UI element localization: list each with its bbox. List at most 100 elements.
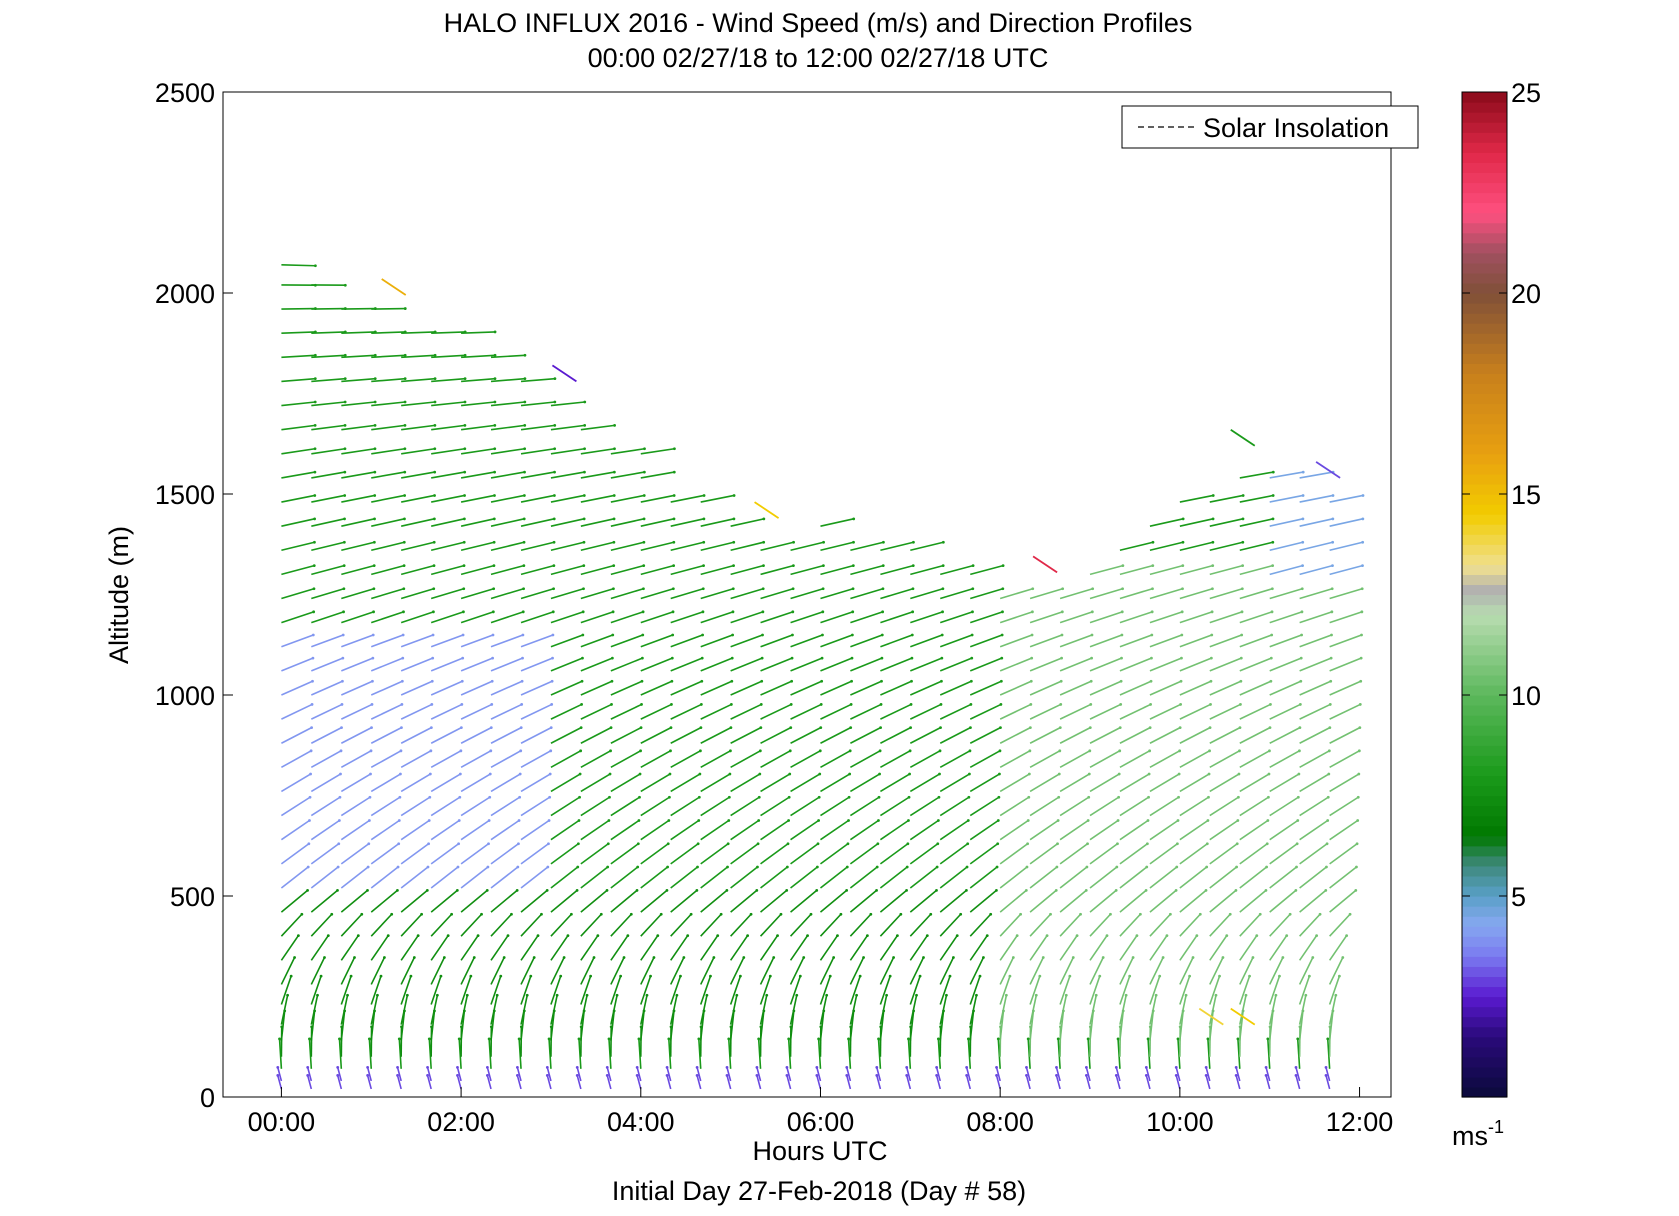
colorbar-step	[1462, 1056, 1507, 1068]
wind-vector-head	[849, 703, 853, 706]
wind-vector	[1329, 611, 1363, 624]
wind-vector	[969, 889, 997, 913]
wind-vector-head	[458, 795, 462, 799]
wind-vector-head	[1089, 703, 1093, 706]
wind-vector	[1269, 796, 1299, 817]
wind-vector	[845, 1067, 852, 1082]
wind-vector-head	[522, 517, 526, 521]
wind-vector-head	[1181, 540, 1185, 544]
wind-vector	[760, 703, 792, 720]
wind-vector-head	[642, 587, 645, 591]
wind-vector	[1239, 773, 1270, 793]
wind-vector-head	[553, 423, 557, 427]
wind-vector	[550, 866, 579, 889]
wind-vector-head	[1325, 842, 1329, 846]
wind-vector	[400, 726, 432, 744]
wind-vector-head	[312, 587, 316, 591]
colorbar-step	[1462, 976, 1507, 988]
wind-vector	[430, 819, 460, 841]
wind-vector-head	[786, 842, 790, 846]
wind-vector-head	[1348, 912, 1352, 916]
wind-vector-head	[1180, 633, 1184, 637]
wind-vector-head	[1360, 610, 1364, 614]
wind-vector	[396, 1075, 402, 1090]
wind-vector	[460, 843, 490, 865]
wind-vector-head	[338, 795, 342, 799]
wind-vector-head	[1119, 703, 1123, 706]
wind-vector-head	[822, 540, 825, 544]
wind-vector	[876, 1067, 882, 1082]
wind-vector	[1179, 773, 1210, 793]
wind-vector	[1179, 1010, 1184, 1041]
wind-vector-head	[970, 656, 974, 660]
wind-vector-head	[1114, 1074, 1118, 1077]
wind-vector	[610, 494, 645, 503]
wind-vector-head	[1295, 865, 1298, 869]
wind-vector-head	[999, 703, 1003, 706]
wind-vector	[880, 657, 913, 672]
wind-vector	[700, 541, 734, 552]
wind-vector	[849, 843, 879, 865]
wind-vector	[281, 564, 315, 576]
wind-vector	[790, 634, 823, 648]
wind-vector	[967, 1038, 972, 1069]
wind-vector-head	[952, 956, 955, 959]
wind-vector	[640, 726, 672, 744]
wind-vector	[341, 494, 375, 503]
wind-vector-head	[372, 610, 375, 614]
wind-vector-head	[427, 1037, 431, 1041]
wind-vector-head	[875, 865, 879, 869]
wind-vector	[1209, 843, 1238, 865]
wind-vector-head	[1027, 795, 1031, 799]
wind-vector	[400, 796, 431, 817]
wind-vector	[907, 1038, 912, 1069]
wind-vector-head	[1298, 726, 1302, 730]
wind-vector	[608, 1038, 612, 1069]
wind-vector-outlier	[1315, 461, 1341, 479]
wind-vector-head	[879, 726, 882, 730]
wind-vector-head	[313, 470, 317, 474]
wind-vector	[370, 975, 382, 1005]
wind-vector	[909, 957, 925, 985]
wind-vector	[550, 634, 584, 648]
wind-vector-head	[403, 353, 407, 357]
wind-vector-head	[522, 540, 526, 544]
wind-vector	[1269, 680, 1302, 696]
wind-vector	[730, 634, 763, 648]
wind-vector-head	[730, 679, 734, 683]
wind-vector-head	[521, 610, 525, 614]
wind-vector	[640, 587, 674, 600]
colorbar-step	[1462, 745, 1507, 756]
wind-vector	[520, 796, 551, 817]
wind-vector	[820, 750, 851, 769]
wind-vector-head	[1176, 819, 1180, 822]
wind-vector	[1329, 796, 1359, 817]
wind-vector	[1265, 1075, 1271, 1090]
wind-vector-head	[566, 934, 570, 937]
wind-vector-head	[1331, 540, 1335, 544]
wind-vector-head	[427, 819, 431, 822]
wind-vector	[580, 913, 602, 937]
wind-vector	[366, 1067, 373, 1082]
wind-vector-head	[518, 772, 522, 776]
wind-vector-head	[1098, 974, 1102, 978]
wind-vector-head	[639, 749, 642, 753]
wind-vector	[999, 726, 1031, 744]
chart-subtitle: 00:00 02/27/18 to 12:00 02/27/18 UTC	[588, 43, 1049, 73]
wind-vector	[1119, 913, 1141, 937]
wind-vector	[520, 866, 549, 889]
wind-vector	[939, 657, 973, 672]
y-tick-label: 500	[170, 882, 215, 912]
wind-vector-head	[948, 974, 952, 978]
wind-vector-head	[1300, 633, 1303, 637]
wind-vector-head	[1341, 956, 1345, 959]
wind-vector-head	[491, 633, 495, 637]
colorbar-step	[1462, 674, 1507, 686]
wind-vector-head	[1206, 819, 1210, 822]
wind-vector-head	[816, 842, 820, 846]
wind-vector	[340, 889, 368, 913]
wind-vector-head	[552, 564, 556, 568]
wind-vector	[700, 680, 733, 696]
wind-vector	[640, 634, 673, 648]
wind-vector	[488, 1038, 492, 1069]
